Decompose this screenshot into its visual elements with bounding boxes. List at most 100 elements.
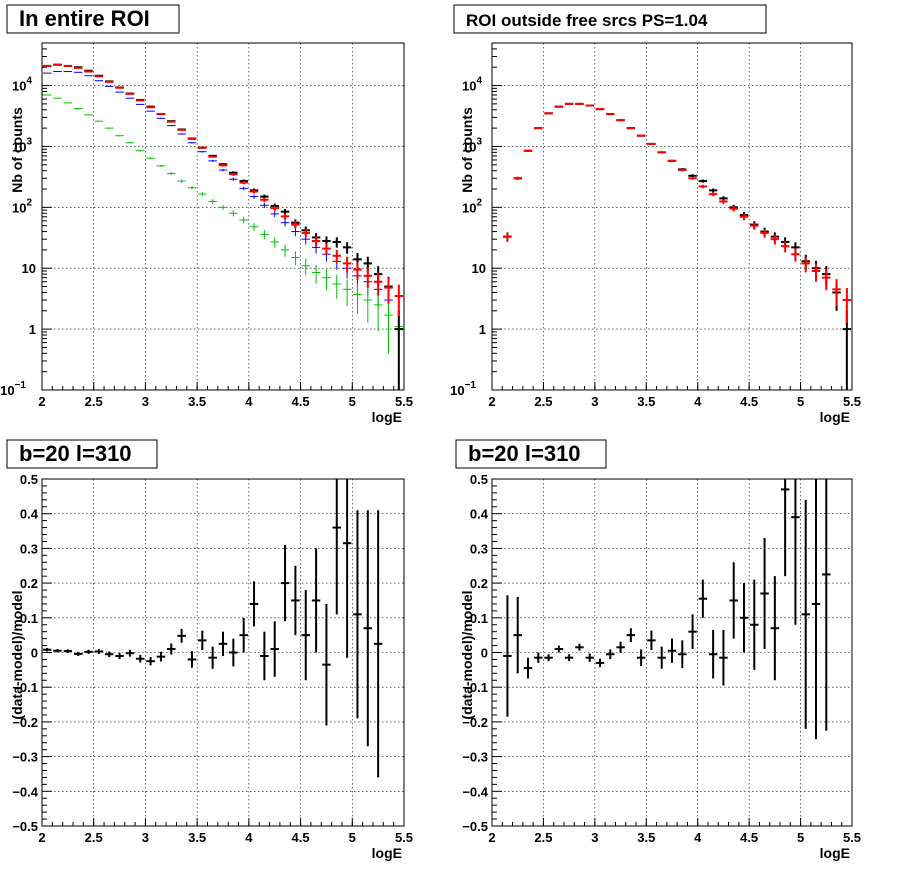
y-tick-exponent: −1 [15, 380, 27, 391]
data-point [698, 579, 708, 618]
x-tick-label: 5.5 [843, 394, 861, 409]
y-tick-label: 0.2 [470, 576, 488, 591]
y-tick-label: 0.1 [20, 611, 38, 626]
chart-title: b=20 l=310 [468, 441, 581, 466]
data-point [291, 565, 300, 636]
x-tick-label: 5.5 [395, 394, 413, 409]
data-point [708, 188, 718, 193]
x-tick-label: 2 [38, 394, 45, 409]
y-tick-label: 104 [462, 76, 482, 94]
data-point [291, 227, 300, 237]
data-point [208, 199, 217, 204]
y-tick-base: 10 [462, 200, 476, 215]
x-tick-label: 3.5 [637, 830, 655, 845]
data-point [384, 277, 393, 304]
data-point [218, 204, 228, 211]
title-box [6, 439, 158, 469]
data-point [513, 596, 522, 674]
data-point [53, 649, 62, 653]
data-point [218, 168, 228, 172]
data-point [136, 103, 145, 105]
data-point [187, 651, 197, 668]
y-tick-label: −0.2 [462, 715, 488, 730]
data-point [249, 223, 259, 231]
data-point [208, 155, 217, 158]
plot-frame [41, 478, 405, 827]
chart-title: In entire ROI [19, 6, 150, 31]
x-axis-label: logE [820, 409, 850, 425]
data-point [353, 262, 362, 280]
y-tick-base: 10 [12, 200, 26, 215]
x-tick-label: 4 [694, 394, 702, 409]
x-tick-label: 4 [694, 830, 702, 845]
data-point [503, 595, 512, 717]
data-point [115, 135, 124, 137]
data-point [177, 133, 186, 135]
data-point [260, 202, 269, 208]
data-point [208, 646, 217, 669]
data-point [280, 213, 290, 220]
data-point [146, 110, 155, 112]
data-point [791, 248, 800, 262]
data-point [260, 631, 269, 681]
data-point [842, 310, 852, 390]
data-point [363, 267, 373, 288]
data-point [136, 149, 145, 152]
y-tick-label: 0.1 [470, 611, 488, 626]
data-point [647, 630, 656, 651]
data-point [198, 146, 207, 149]
data-point [104, 127, 114, 129]
data-point [167, 125, 176, 127]
x-tick-label: 3.5 [188, 394, 206, 409]
data-point [698, 179, 708, 183]
data-point [801, 499, 810, 729]
plot-frame [491, 478, 853, 827]
data-point [801, 256, 810, 273]
data-point [780, 479, 790, 577]
data-point [394, 310, 404, 390]
data-point [291, 251, 300, 266]
data-point [688, 614, 697, 650]
data-point [146, 657, 155, 666]
y-tick-base: 10 [0, 383, 14, 398]
plot-frame [41, 42, 405, 391]
data-point [198, 150, 207, 153]
y-tick-label: 102 [12, 197, 32, 215]
y-tick-label: 0.2 [20, 576, 38, 591]
data-point [311, 236, 321, 247]
data-point [811, 263, 821, 282]
data-point [167, 643, 176, 655]
y-tick-base: 10 [462, 139, 476, 154]
data-point [291, 221, 300, 229]
x-tick-label: 4.5 [292, 394, 310, 409]
data-point [544, 654, 553, 662]
data-point [42, 94, 52, 96]
y-tick-label: 104 [12, 76, 32, 94]
data-point [125, 649, 135, 657]
data-point [260, 197, 269, 203]
data-point [208, 159, 217, 162]
data-point [544, 112, 553, 115]
data-point [342, 479, 352, 658]
data-point [842, 288, 852, 323]
data-point [239, 216, 248, 224]
data-point [301, 228, 310, 238]
x-axis-label: logE [820, 845, 850, 861]
data-point [280, 219, 290, 227]
data-point [322, 269, 331, 291]
data-point [94, 649, 104, 654]
data-point [822, 269, 831, 291]
data-point [63, 102, 73, 104]
data-point [667, 159, 677, 162]
data-point [198, 630, 207, 651]
data-point [719, 199, 728, 204]
x-tick-label: 3.5 [637, 394, 655, 409]
x-tick-label: 3 [591, 830, 598, 845]
data-point [167, 172, 176, 175]
data-point [53, 97, 62, 99]
y-tick-base: 10 [12, 139, 26, 154]
data-point [616, 119, 625, 122]
series-3 [42, 63, 404, 390]
y-tick-label: 1 [29, 322, 36, 337]
